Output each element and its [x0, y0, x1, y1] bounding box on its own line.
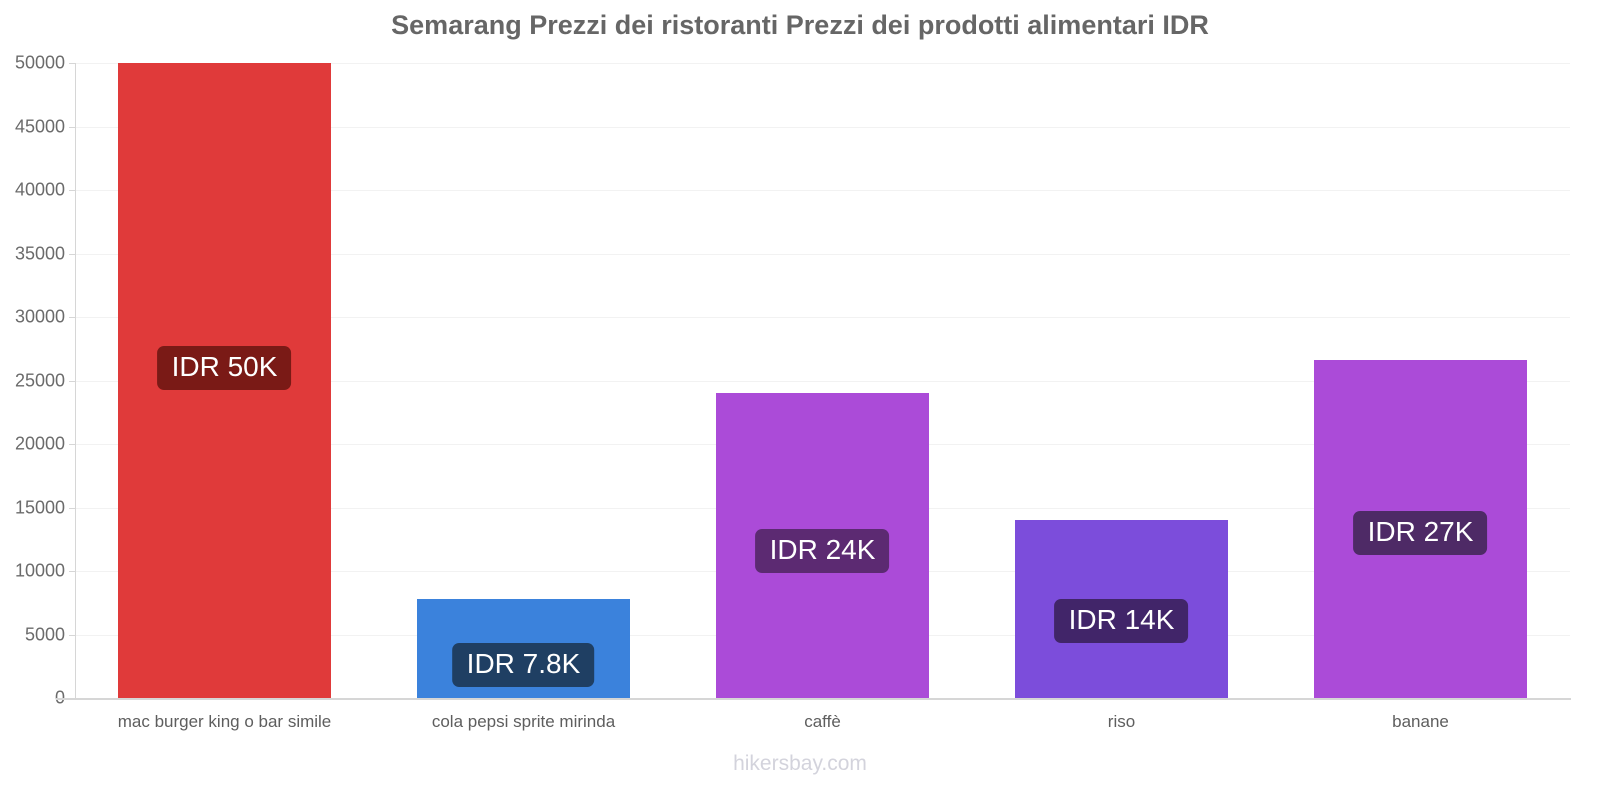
bar-value-label: IDR 14K: [1054, 599, 1189, 644]
y-axis-tick-label: 0: [0, 688, 65, 709]
y-axis-tick: [69, 253, 76, 255]
y-axis-tick-label: 35000: [14, 243, 65, 263]
y-axis-tick-label: 5000: [24, 624, 65, 644]
bar-value-label: IDR 24K: [755, 528, 890, 573]
gridline: [75, 126, 1570, 128]
gridline: [75, 253, 1570, 255]
chart-title: Semarang Prezzi dei ristoranti Prezzi de…: [391, 10, 1209, 40]
gridline: [75, 190, 1570, 191]
y-axis-tick-label: 40000: [14, 179, 65, 200]
gridline: [75, 63, 1570, 64]
y-axis-tick-label: 50000: [14, 52, 65, 73]
y-axis-tick: [69, 63, 76, 64]
y-axis-tick: [69, 507, 76, 509]
bar[interactable]: IDR 50K: [117, 63, 332, 698]
x-axis-category-label: mac burger king o bar simile: [117, 712, 332, 731]
x-axis-category-label: caffè: [804, 712, 841, 731]
y-axis-tick-label: 15000: [14, 497, 65, 517]
bar-value-label: IDR 27K: [1353, 510, 1488, 555]
bar[interactable]: IDR 24K: [715, 393, 930, 698]
y-axis-tick-label: 30000: [14, 306, 65, 327]
y-axis-tick-label: 20000: [14, 433, 65, 454]
source-watermark: hikersbay.com: [733, 752, 867, 775]
y-axis-tick-label: 10000: [14, 560, 65, 581]
y-axis-tick: [69, 190, 76, 191]
bar-value-label: IDR 50K: [157, 345, 292, 390]
y-axis-tick: [69, 444, 76, 445]
bar[interactable]: IDR 27K: [1313, 360, 1528, 698]
y-axis-tick: [69, 634, 76, 636]
y-axis-tick: [69, 380, 76, 382]
x-axis-category-label: cola pepsi sprite mirinda: [431, 712, 616, 731]
y-axis-tick-label: 45000: [14, 116, 65, 136]
bar-value-label: IDR 7.8K: [452, 643, 595, 688]
x-axis-category-label: riso: [1107, 712, 1136, 731]
plot-area: IDR 50K IDR 7.8K IDR 24K IDR 14K IDR 27K: [75, 63, 1570, 698]
bar[interactable]: IDR 7.8K: [416, 598, 631, 698]
y-axis-tick: [69, 126, 76, 128]
x-axis-line: [56, 698, 1571, 700]
y-axis-tick: [69, 571, 76, 572]
gridline: [75, 380, 1570, 382]
y-axis-tick: [69, 317, 76, 318]
gridline: [75, 317, 1570, 318]
y-axis-tick-label: 25000: [14, 370, 65, 390]
bar[interactable]: IDR 14K: [1014, 520, 1229, 698]
x-axis-category-label: banane: [1392, 712, 1449, 731]
